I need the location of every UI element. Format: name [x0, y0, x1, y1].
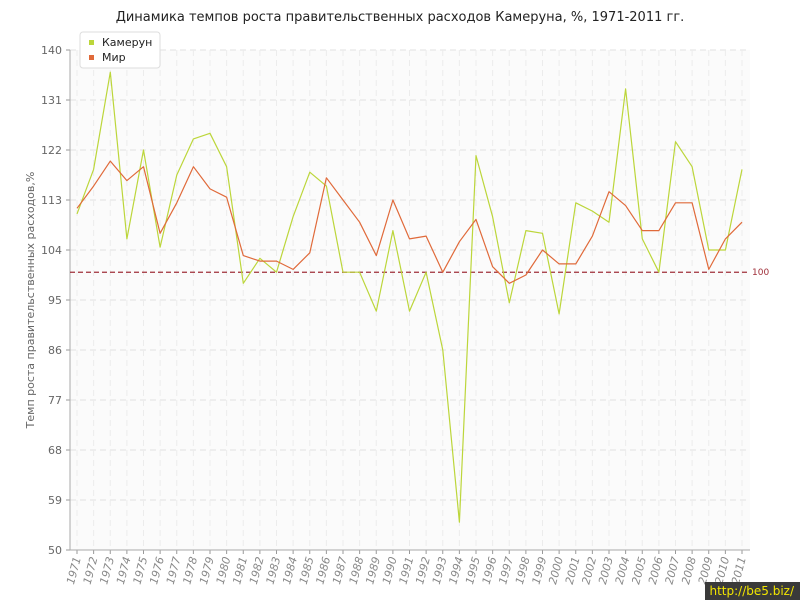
- grid-lines: [70, 49, 750, 550]
- y-tick-label: 59: [48, 494, 62, 507]
- legend-swatch: [89, 40, 94, 45]
- y-tick-label: 122: [41, 144, 62, 157]
- series-line-1: [76, 71, 743, 523]
- legend-entry: Мир: [102, 51, 126, 64]
- series-lines: [76, 71, 743, 523]
- y-tick-label: 131: [41, 94, 62, 107]
- legend-swatch: [89, 55, 94, 60]
- watermark: http://be5.biz/: [705, 582, 800, 600]
- legend-entry: Камерун: [102, 36, 152, 49]
- y-tick-labels: 50 59 68 77 86 95 104 113 122 131 140: [41, 44, 62, 557]
- y-tick-label: 50: [48, 544, 62, 557]
- y-tick-label: 113: [41, 194, 62, 207]
- legend: Камерун Мир: [79, 31, 161, 69]
- y-tick-label: 68: [48, 444, 62, 457]
- y-tick-label: 95: [48, 294, 62, 307]
- reference-line-label: 100: [752, 268, 769, 278]
- y-tick-label: 140: [41, 44, 62, 57]
- legend-box: [79, 31, 161, 69]
- y-tick-label: 104: [41, 244, 62, 257]
- x-tick-labels: 1971197219731974197519761977197819791980…: [64, 555, 749, 585]
- y-tick-label: 86: [48, 344, 62, 357]
- series-line-2: [76, 160, 743, 284]
- chart-title: Динамика темпов роста правительственных …: [115, 10, 685, 25]
- axes: [66, 49, 750, 554]
- y-axis-label: Темп роста правительственных расходов,%: [24, 172, 37, 430]
- y-tick-label: 77: [48, 394, 62, 407]
- reference-line-group: 100: [70, 268, 769, 278]
